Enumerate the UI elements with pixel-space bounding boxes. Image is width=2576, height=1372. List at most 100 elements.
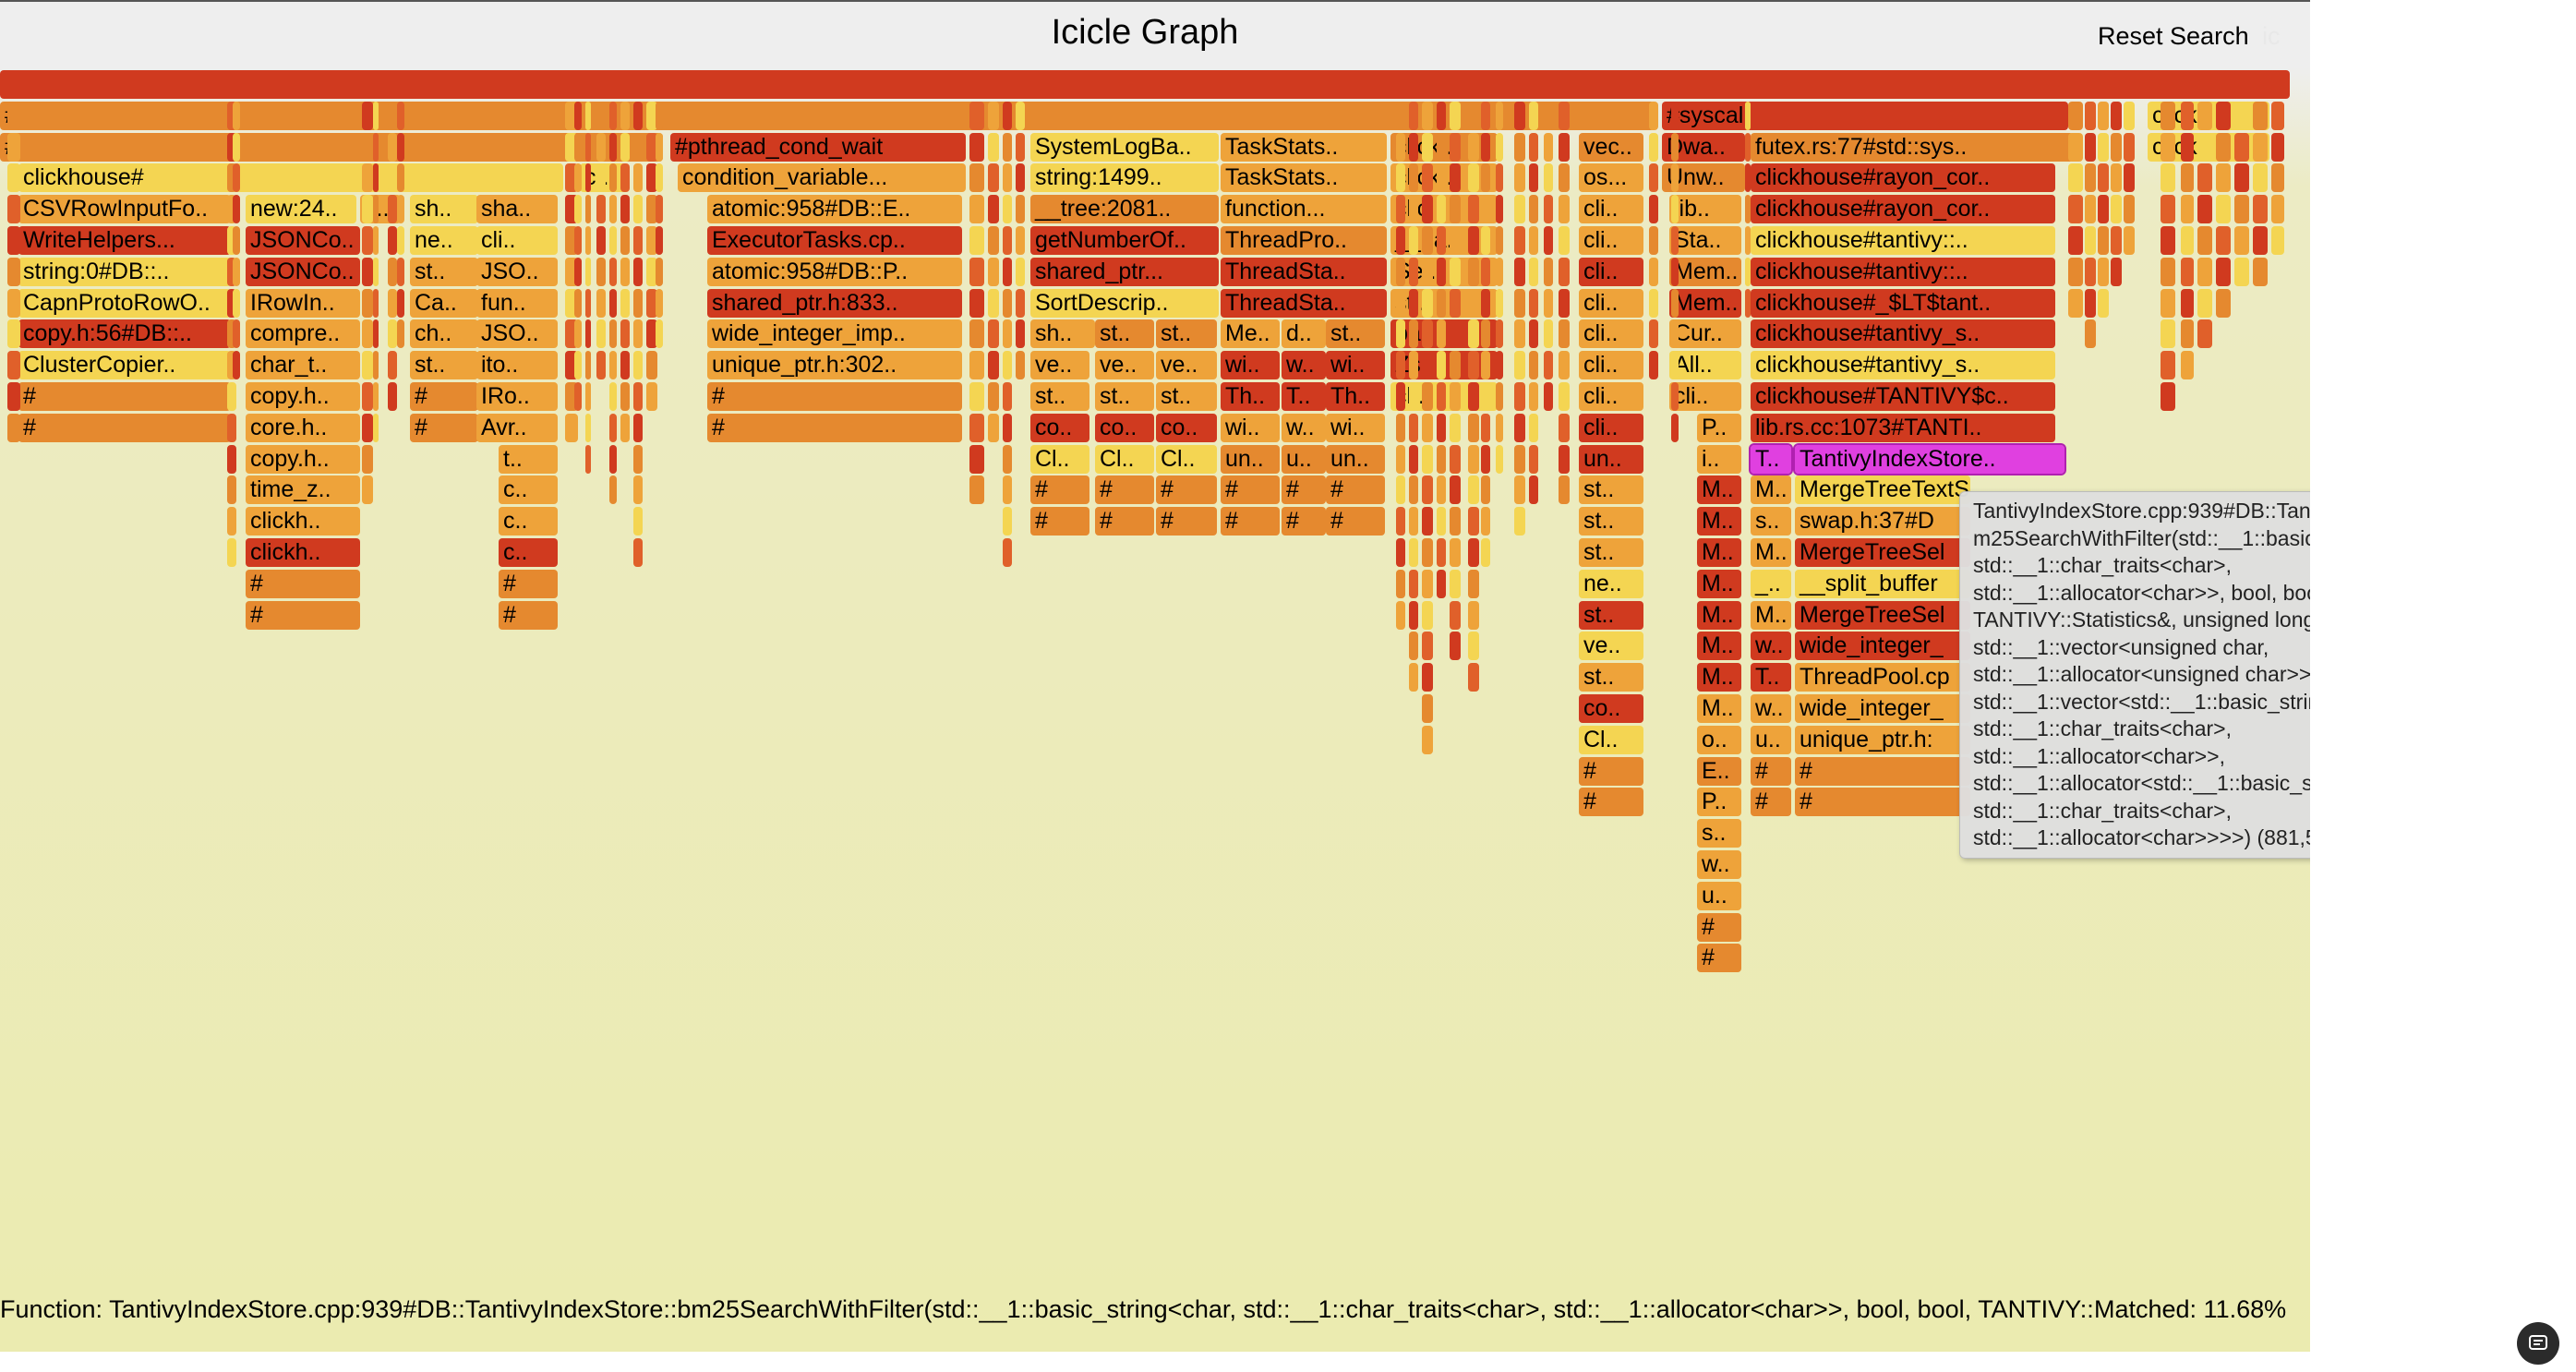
narrow-frame[interactable]: [1514, 163, 1525, 193]
flame-frame[interactable]: un..: [1579, 444, 1643, 474]
flame-frame[interactable]: lib..: [1669, 195, 1741, 224]
narrow-frame[interactable]: [1514, 507, 1525, 536]
narrow-frame[interactable]: [596, 319, 606, 349]
narrow-frame[interactable]: [1409, 444, 1418, 474]
narrow-frame[interactable]: [227, 101, 236, 130]
narrow-frame[interactable]: [1003, 132, 1012, 162]
narrow-frame[interactable]: [620, 288, 630, 318]
narrow-frame[interactable]: [388, 382, 397, 411]
narrow-frame[interactable]: [1514, 444, 1525, 474]
narrow-frame[interactable]: [1409, 257, 1418, 286]
flame-frame[interactable]: MergeTreeSel: [1795, 600, 1970, 630]
narrow-frame[interactable]: [1745, 288, 1751, 318]
narrow-frame[interactable]: [1437, 226, 1446, 255]
narrow-frame[interactable]: [969, 413, 984, 442]
flame-frame[interactable]: M..: [1697, 632, 1741, 661]
narrow-frame[interactable]: [1514, 382, 1525, 411]
narrow-frame[interactable]: [2085, 132, 2096, 162]
narrow-frame[interactable]: [2085, 257, 2096, 286]
narrow-frame[interactable]: [646, 163, 657, 193]
flame-frame[interactable]: Cl..: [1095, 444, 1154, 474]
narrow-frame[interactable]: [1437, 569, 1446, 598]
narrow-frame[interactable]: [1468, 632, 1479, 661]
narrow-frame[interactable]: [1437, 351, 1446, 380]
flame-frame[interactable]: co..: [1156, 413, 1217, 442]
narrow-frame[interactable]: [596, 226, 606, 255]
narrow-frame[interactable]: [574, 288, 582, 318]
flame-frame[interactable]: Me..: [1221, 319, 1280, 349]
narrow-frame[interactable]: [397, 288, 404, 318]
narrow-frame[interactable]: [2216, 101, 2231, 130]
narrow-frame[interactable]: [1437, 132, 1446, 162]
flame-frame[interactable]: JSONCo..: [246, 257, 360, 286]
narrow-frame[interactable]: [2271, 195, 2284, 224]
reset-search-button[interactable]: Reset Search: [2098, 22, 2249, 50]
narrow-frame[interactable]: [1409, 663, 1418, 692]
narrow-frame[interactable]: [233, 257, 240, 286]
narrow-frame[interactable]: [397, 101, 404, 130]
flame-frame[interactable]: clickhouse#tantivy_s..: [1751, 319, 2055, 349]
flame-frame[interactable]: copy.h..: [246, 444, 360, 474]
narrow-frame[interactable]: [585, 101, 591, 130]
narrow-frame[interactable]: [1437, 382, 1446, 411]
flame-frame[interactable]: st..: [410, 351, 478, 380]
flame-frame[interactable]: TaskStats..: [1221, 163, 1387, 193]
narrow-frame[interactable]: [1422, 257, 1433, 286]
narrow-frame[interactable]: [1468, 288, 1479, 318]
narrow-frame[interactable]: [362, 413, 373, 442]
flame-frame[interactable]: #: [410, 413, 478, 442]
flame-frame[interactable]: Mem..: [1669, 288, 1741, 318]
narrow-frame[interactable]: [633, 319, 643, 349]
flame-frame[interactable]: IRo..: [476, 382, 558, 411]
flame-frame[interactable]: P..: [1697, 788, 1741, 817]
narrow-frame[interactable]: [969, 226, 984, 255]
narrow-frame[interactable]: [2197, 163, 2212, 193]
narrow-frame[interactable]: [1003, 257, 1012, 286]
narrow-frame[interactable]: [7, 101, 20, 130]
narrow-frame[interactable]: [1559, 226, 1570, 255]
flame-frame[interactable]: swap.h:37#D: [1795, 507, 1970, 536]
flame-frame[interactable]: All..: [1669, 351, 1741, 380]
narrow-frame[interactable]: [2216, 257, 2231, 286]
flame-frame[interactable]: #syscall: [1662, 101, 2068, 130]
flame-frame[interactable]: sh..: [1030, 319, 1095, 349]
flame-frame[interactable]: shared_ptr...: [1030, 257, 1219, 286]
narrow-frame[interactable]: [227, 507, 236, 536]
narrow-frame[interactable]: [373, 351, 379, 380]
narrow-frame[interactable]: [2181, 101, 2194, 130]
narrow-frame[interactable]: [609, 319, 617, 349]
narrow-frame[interactable]: [1003, 319, 1012, 349]
narrow-frame[interactable]: [1649, 288, 1658, 318]
narrow-frame[interactable]: [1671, 163, 1679, 193]
narrow-frame[interactable]: [1671, 132, 1679, 162]
narrow-frame[interactable]: [1481, 132, 1490, 162]
flame-frame[interactable]: w..: [1282, 351, 1326, 380]
narrow-frame[interactable]: [1016, 226, 1025, 255]
narrow-frame[interactable]: [1396, 257, 1405, 286]
flame-frame[interactable]: o..: [1697, 725, 1741, 754]
narrow-frame[interactable]: [373, 319, 379, 349]
narrow-frame[interactable]: [2098, 195, 2109, 224]
narrow-frame[interactable]: [2068, 288, 2083, 318]
narrow-frame[interactable]: [1529, 413, 1538, 442]
flame-frame[interactable]: cli..: [1579, 195, 1643, 224]
narrow-frame[interactable]: [1496, 163, 1503, 193]
flame-frame[interactable]: st..: [1326, 319, 1385, 349]
narrow-frame[interactable]: [373, 101, 379, 130]
narrow-frame[interactable]: [1450, 226, 1461, 255]
narrow-frame[interactable]: [7, 195, 20, 224]
narrow-frame[interactable]: [233, 319, 240, 349]
narrow-frame[interactable]: [1422, 694, 1433, 723]
narrow-frame[interactable]: [7, 413, 20, 442]
flame-frame[interactable]: #: [1751, 788, 1791, 817]
narrow-frame[interactable]: [969, 475, 984, 505]
narrow-frame[interactable]: [1559, 195, 1570, 224]
narrow-frame[interactable]: [1559, 319, 1570, 349]
narrow-frame[interactable]: [656, 288, 663, 318]
flame-frame[interactable]: #: [0, 101, 1655, 130]
flame-frame[interactable]: #: [246, 569, 360, 598]
narrow-frame[interactable]: [2234, 195, 2249, 224]
narrow-frame[interactable]: [1481, 319, 1490, 349]
flame-frame[interactable]: sha..: [476, 195, 558, 224]
narrow-frame[interactable]: [1529, 475, 1538, 505]
